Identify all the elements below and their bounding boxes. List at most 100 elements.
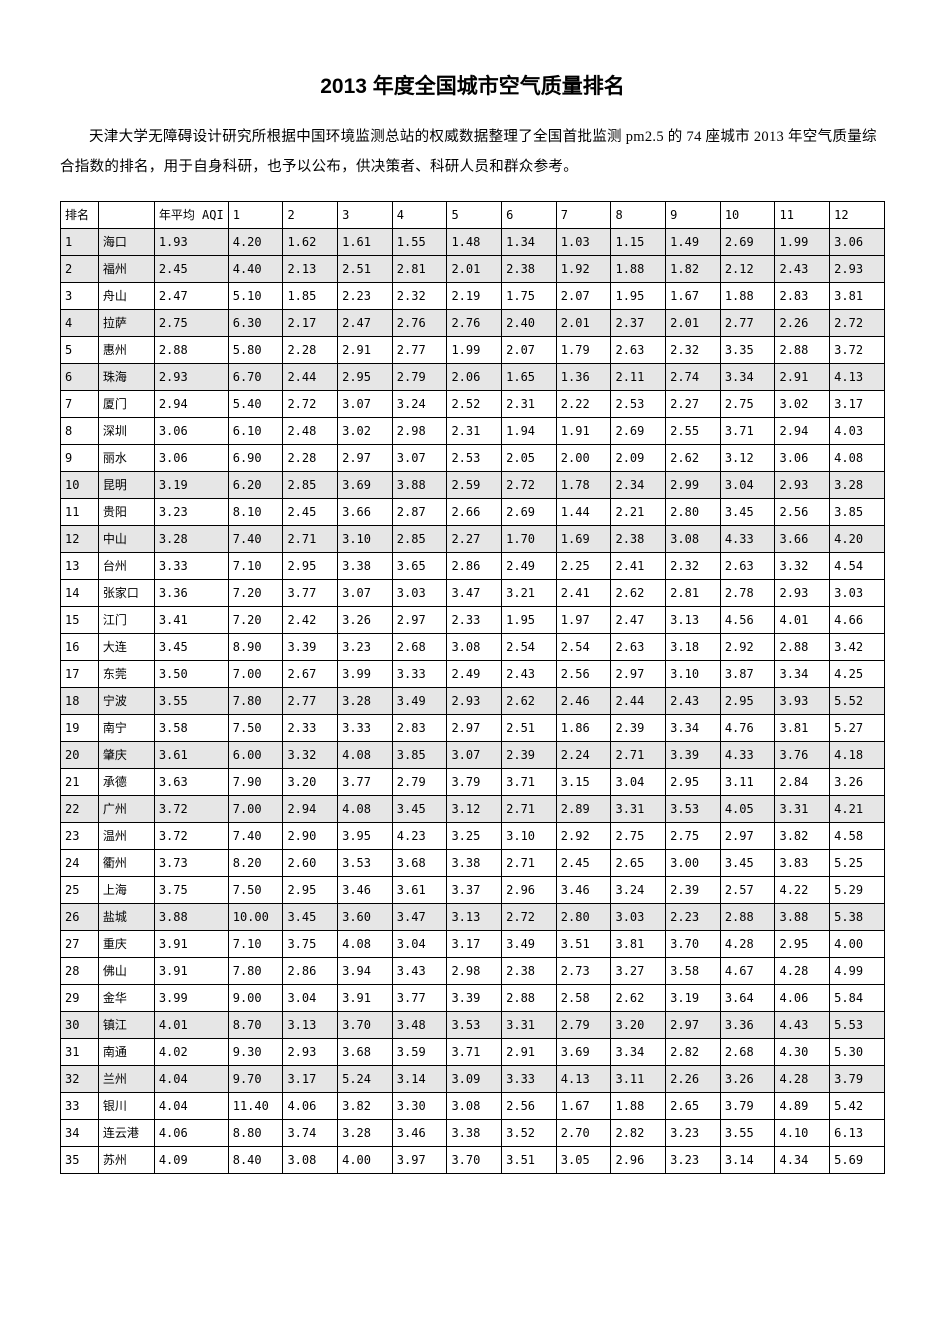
table-cell: 19 <box>61 714 99 741</box>
table-row: 35苏州4.098.403.084.003.973.703.513.052.96… <box>61 1146 885 1173</box>
table-cell: 2.37 <box>611 309 666 336</box>
table-cell: 6.10 <box>228 417 283 444</box>
table-cell: 2.75 <box>611 822 666 849</box>
table-cell: 2.43 <box>666 687 721 714</box>
table-cell: 3.47 <box>392 903 447 930</box>
table-cell: 2.70 <box>556 1119 611 1146</box>
table-cell: 银川 <box>98 1092 154 1119</box>
table-cell: 3.91 <box>154 930 228 957</box>
table-cell: 2.66 <box>447 498 502 525</box>
table-cell: 1.65 <box>502 363 557 390</box>
table-cell: 3.07 <box>447 741 502 768</box>
intro-paragraph: 天津大学无障碍设计研究所根据中国环境监测总站的权威数据整理了全国首批监测 pm2… <box>60 122 885 183</box>
table-cell: 2.79 <box>392 363 447 390</box>
table-cell: 拉萨 <box>98 309 154 336</box>
table-cell: 3.81 <box>830 282 885 309</box>
table-cell: 1.55 <box>392 228 447 255</box>
table-cell: 3.19 <box>154 471 228 498</box>
table-cell: 温州 <box>98 822 154 849</box>
table-cell: 2.47 <box>154 282 228 309</box>
table-cell: 2.44 <box>611 687 666 714</box>
table-cell: 3.72 <box>154 822 228 849</box>
table-cell: 2.77 <box>283 687 338 714</box>
table-cell: 3.39 <box>666 741 721 768</box>
table-cell: 2.79 <box>556 1011 611 1038</box>
table-cell: 2.93 <box>447 687 502 714</box>
table-cell: 2.53 <box>447 444 502 471</box>
table-cell: 3.79 <box>720 1092 775 1119</box>
table-cell: 3.70 <box>338 1011 393 1038</box>
table-cell: 2.95 <box>338 363 393 390</box>
table-cell: 4.21 <box>830 795 885 822</box>
table-cell: 6.70 <box>228 363 283 390</box>
table-cell: 2.26 <box>666 1065 721 1092</box>
table-cell: 3.08 <box>283 1146 338 1173</box>
table-cell: 6.30 <box>228 309 283 336</box>
table-cell: 2.19 <box>447 282 502 309</box>
table-cell: 2.39 <box>611 714 666 741</box>
table-cell: 4.08 <box>338 795 393 822</box>
table-cell: 2.75 <box>154 309 228 336</box>
table-cell: 4.05 <box>720 795 775 822</box>
table-cell: 3.77 <box>338 768 393 795</box>
table-cell: 2.71 <box>611 741 666 768</box>
table-cell: 2.75 <box>720 390 775 417</box>
table-row: 14张家口3.367.203.773.073.033.473.212.412.6… <box>61 579 885 606</box>
table-cell: 2.72 <box>502 903 557 930</box>
table-cell: 5 <box>61 336 99 363</box>
table-cell: 21 <box>61 768 99 795</box>
table-cell: 2.97 <box>338 444 393 471</box>
table-cell: 3.68 <box>338 1038 393 1065</box>
table-cell: 2.81 <box>392 255 447 282</box>
table-cell: 2.01 <box>447 255 502 282</box>
table-cell: 12 <box>61 525 99 552</box>
table-cell: 1.67 <box>666 282 721 309</box>
table-cell: 7.50 <box>228 876 283 903</box>
table-cell: 1.88 <box>720 282 775 309</box>
table-cell: 宁波 <box>98 687 154 714</box>
table-cell: 1.61 <box>338 228 393 255</box>
table-cell: 2.93 <box>283 1038 338 1065</box>
table-cell: 2.79 <box>392 768 447 795</box>
table-cell: 2.97 <box>392 606 447 633</box>
table-cell: 2.69 <box>720 228 775 255</box>
table-cell: 8 <box>61 417 99 444</box>
table-cell: 2.43 <box>775 255 830 282</box>
table-cell: 2.95 <box>666 768 721 795</box>
table-cell: 2.45 <box>154 255 228 282</box>
table-cell: 2.82 <box>611 1119 666 1146</box>
table-cell: 4.06 <box>283 1092 338 1119</box>
table-cell: 3.45 <box>283 903 338 930</box>
table-cell: 4.40 <box>228 255 283 282</box>
table-cell: 2.51 <box>338 255 393 282</box>
table-cell: 3.26 <box>720 1065 775 1092</box>
table-cell: 1.91 <box>556 417 611 444</box>
table-cell: 3.21 <box>502 579 557 606</box>
table-cell: 4.00 <box>830 930 885 957</box>
table-cell: 3.49 <box>392 687 447 714</box>
table-cell: 23 <box>61 822 99 849</box>
table-cell: 2.56 <box>775 498 830 525</box>
table-cell: 2.17 <box>283 309 338 336</box>
table-cell: 3.17 <box>830 390 885 417</box>
table-cell: 3.26 <box>830 768 885 795</box>
table-cell: 2.00 <box>556 444 611 471</box>
table-cell: 中山 <box>98 525 154 552</box>
table-cell: 4.08 <box>338 741 393 768</box>
table-cell: 2.49 <box>447 660 502 687</box>
table-cell: 3.51 <box>556 930 611 957</box>
table-cell: 2.45 <box>283 498 338 525</box>
table-cell: 2.60 <box>283 849 338 876</box>
table-cell: 2.31 <box>502 390 557 417</box>
table-cell: 3.99 <box>338 660 393 687</box>
table-cell: 4.06 <box>775 984 830 1011</box>
table-cell: 2.25 <box>556 552 611 579</box>
table-cell: 2.72 <box>502 471 557 498</box>
table-cell: 1.94 <box>502 417 557 444</box>
table-cell: 3.33 <box>154 552 228 579</box>
table-cell: 2.83 <box>775 282 830 309</box>
table-cell: 台州 <box>98 552 154 579</box>
table-cell: 3.37 <box>447 876 502 903</box>
table-cell: 3.70 <box>447 1146 502 1173</box>
table-cell: 3.11 <box>720 768 775 795</box>
